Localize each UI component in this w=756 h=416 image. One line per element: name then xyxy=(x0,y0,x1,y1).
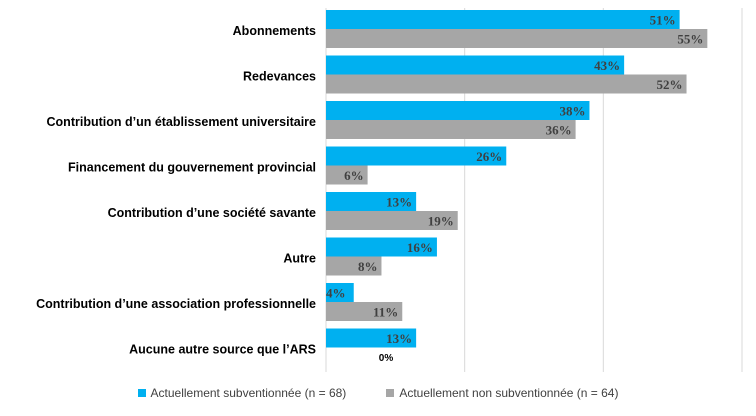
bar-series-2 xyxy=(326,211,458,230)
bar-series-1 xyxy=(326,146,507,166)
bar-series-2 xyxy=(326,74,687,94)
legend-label-series-2: Actuellement non subventionnée (n = 64) xyxy=(399,386,619,400)
category-label: Contribution d’une société savante xyxy=(108,206,316,220)
category-label: Contribution d’une association professio… xyxy=(36,297,316,311)
data-label: 19% xyxy=(428,214,454,229)
category-label: Autre xyxy=(283,251,316,265)
bar-chart: Abonnements 51%55% Redevances 43% 52% Contrib… xyxy=(36,8,743,372)
category-label: Financement du gouvernement provincial xyxy=(68,160,316,174)
category-label: Redevances xyxy=(243,69,316,83)
data-label: 26% xyxy=(476,149,502,164)
bar-series-1 xyxy=(326,192,417,211)
data-label: 55% xyxy=(677,32,703,47)
category-label: Contribution d’un établissement universi… xyxy=(47,115,317,129)
bar-series-1 xyxy=(326,10,680,29)
data-label: 52% xyxy=(657,77,683,92)
legend-item-series-2: Actuellement non subventionnée (n = 64) xyxy=(386,386,618,400)
bar-series-2 xyxy=(326,165,368,185)
labels: Abonnements 51%55% Redevances 43% 52% Contrib… xyxy=(36,13,703,365)
bar-series-2 xyxy=(326,256,382,276)
legend: Actuellement subventionnée (n = 68) Actu… xyxy=(0,386,756,400)
bar-series-2 xyxy=(326,120,576,139)
bars xyxy=(326,10,708,348)
data-label: 13% xyxy=(386,331,412,346)
category-label: Aucune autre source que l’ARS xyxy=(129,342,316,356)
bar-series-1 xyxy=(326,101,590,120)
data-label: 51% xyxy=(650,13,676,28)
legend-label-series-1: Actuellement subventionnée (n = 68) xyxy=(150,386,347,400)
data-label: 13% xyxy=(386,195,412,210)
bar-series-2 xyxy=(326,29,708,48)
bar-series-1 xyxy=(326,328,417,348)
legend-swatch-series-1 xyxy=(137,389,146,397)
bar-series-1 xyxy=(326,283,354,302)
data-label: 16% xyxy=(407,240,433,255)
category-label: Abonnements xyxy=(233,24,316,38)
legend-swatch-series-2 xyxy=(386,389,395,397)
legend-item-series-1: Actuellement subventionnée (n = 68) xyxy=(137,386,347,400)
data-label: 8% xyxy=(358,259,378,274)
data-label: 0% xyxy=(379,353,394,364)
data-label: 36% xyxy=(546,123,572,138)
data-label: 4% xyxy=(326,286,346,301)
bar-series-1 xyxy=(326,55,625,75)
bar-series-1 xyxy=(326,237,437,257)
data-label: 43% xyxy=(594,58,620,73)
bar-series-2 xyxy=(326,302,403,321)
data-label: 6% xyxy=(344,168,364,183)
data-label: 11% xyxy=(373,305,398,320)
data-label: 38% xyxy=(559,104,585,119)
